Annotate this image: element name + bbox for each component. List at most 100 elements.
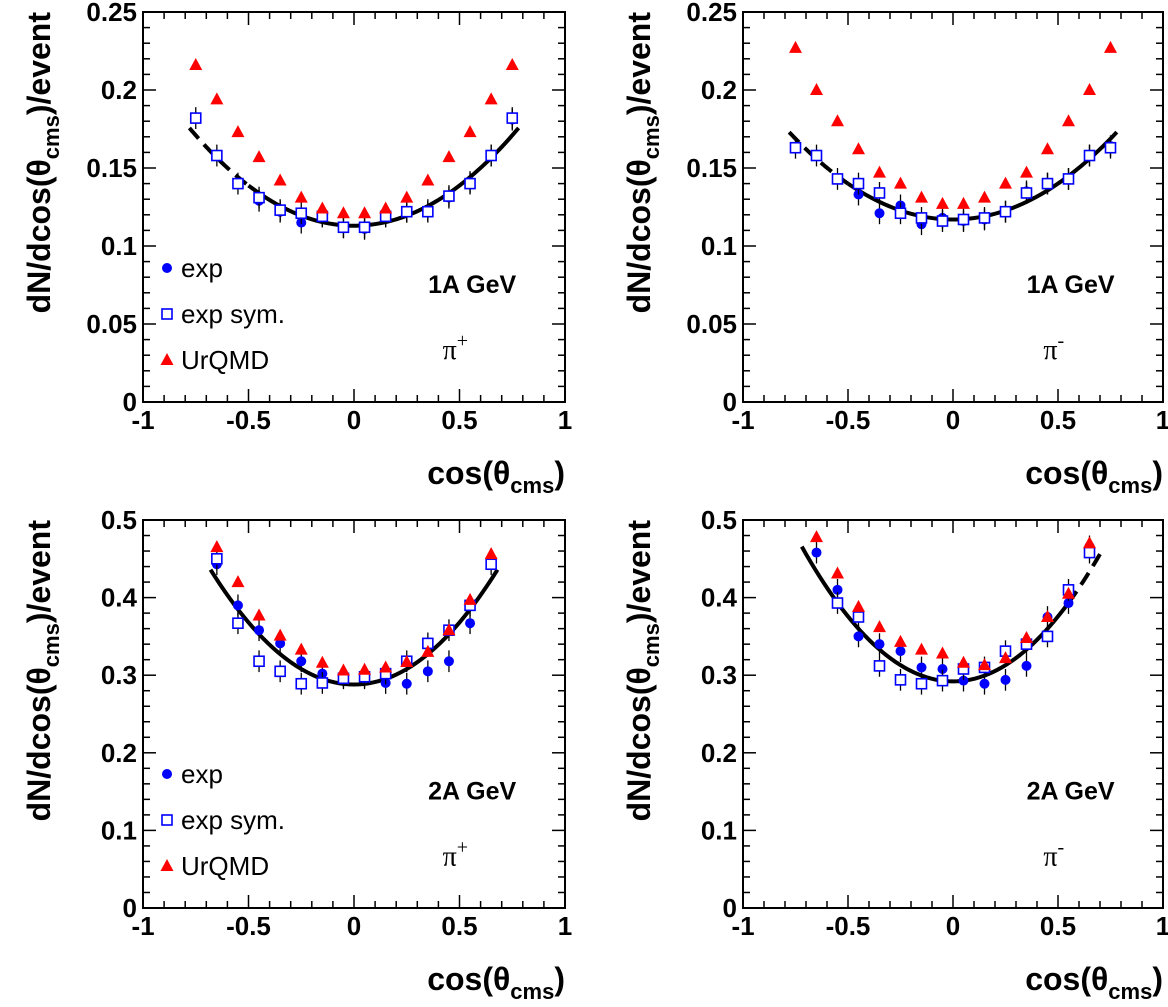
particle-label: π- xyxy=(1043,836,1064,872)
x-tick-label: -1 xyxy=(131,405,154,435)
exp-sym-point xyxy=(400,205,413,218)
urqmd-point xyxy=(1104,40,1117,53)
y-tick-label: 0 xyxy=(123,893,137,923)
legend-label: exp xyxy=(181,759,223,789)
urqmd-point xyxy=(273,628,287,641)
urqmd-point xyxy=(894,176,907,189)
urqmd-point xyxy=(957,655,970,668)
y-tick-label: 0.2 xyxy=(101,738,137,768)
exp-sym-point xyxy=(1041,177,1054,190)
urqmd-point xyxy=(463,592,477,605)
exp-sym-point xyxy=(810,149,823,162)
exp-point xyxy=(401,678,412,689)
x-tick-label: 1 xyxy=(1156,405,1168,435)
y-tick-label: 0 xyxy=(723,893,737,923)
exp-sym-point xyxy=(915,677,928,690)
exp-sym-point xyxy=(978,212,991,224)
urqmd-point xyxy=(315,201,329,214)
legend-label: UrQMD xyxy=(181,345,269,375)
urqmd-point xyxy=(873,165,886,178)
y-tick-label: 0.25 xyxy=(86,0,137,27)
x-tick-label: -0.5 xyxy=(226,405,271,435)
exp-point xyxy=(895,646,906,657)
urqmd-point xyxy=(252,608,266,621)
y-tick-label: 0.3 xyxy=(101,660,137,690)
exp-sym-point xyxy=(831,597,844,609)
exp-sym-point xyxy=(936,674,949,687)
urqmd-point xyxy=(936,646,949,659)
urqmd-point xyxy=(231,575,245,588)
y-tick-label: 0 xyxy=(723,387,737,417)
exp-point xyxy=(874,208,885,219)
exp-sym-point xyxy=(358,221,371,234)
panel-1a-gev-pi-plus: -1 -0.5 0 0.5 1 0 0.05 0.1 0.15 0.2 0.25 cos(θcms) d… xyxy=(21,0,572,498)
exp-sym-point xyxy=(894,674,907,686)
urqmd-point xyxy=(1020,165,1033,178)
exp-sym-point xyxy=(915,212,928,224)
urqmd-point xyxy=(358,662,372,675)
exp-point xyxy=(275,638,286,649)
x-tick-label: -0.5 xyxy=(826,405,871,435)
urqmd-point xyxy=(463,125,477,138)
y-tick-label: 0.4 xyxy=(101,583,138,613)
urqmd-point xyxy=(831,114,844,127)
urqmd-point xyxy=(873,620,886,633)
legend: exp exp sym. UrQMD xyxy=(160,759,285,881)
urqmd-point xyxy=(210,540,224,553)
urqmd-point xyxy=(915,190,928,203)
x-axis-title: cos(θcms) xyxy=(427,455,565,498)
urqmd-point xyxy=(1041,142,1054,155)
exp-sym-point xyxy=(443,190,455,202)
plot-frame xyxy=(142,519,566,909)
exp-point xyxy=(232,600,243,611)
y-tick-label: 0.1 xyxy=(701,815,737,845)
exp-point xyxy=(937,663,948,674)
exp-sym-point xyxy=(852,177,865,190)
y-tick-label: 0.15 xyxy=(686,153,737,183)
exp-point xyxy=(1063,598,1074,609)
exp-sym-point xyxy=(274,204,286,216)
urqmd-point xyxy=(789,40,802,53)
x-axis-title: cos(θcms) xyxy=(1025,961,1163,1004)
urqmd-point xyxy=(894,634,907,647)
urqmd-point xyxy=(936,196,949,209)
urqmd-point xyxy=(810,530,823,543)
urqmd-point xyxy=(915,642,928,655)
urqmd-point xyxy=(442,150,456,163)
panel-2a-gev-pi-plus: -1 -0.5 0 0.5 1 0 0.1 0.2 0.3 0.4 0.5 cos(θcms) dN/d… xyxy=(21,505,572,1004)
exp-sym-point xyxy=(485,149,497,162)
exp-sym-point xyxy=(957,213,970,226)
urqmd-point xyxy=(1020,630,1033,643)
exp-point xyxy=(465,618,476,629)
x-tick-label: 0 xyxy=(946,405,960,435)
exp-sym-point xyxy=(464,177,476,190)
legend-marker-exp-sym xyxy=(161,814,173,826)
exp-sym-point xyxy=(485,558,497,571)
fit-curve xyxy=(247,126,521,228)
urqmd-point xyxy=(273,173,287,186)
y-tick-label: 0.2 xyxy=(101,75,137,105)
y-axis-title: dN/dcos(θcms)/event xyxy=(21,12,64,314)
plot-frame xyxy=(142,11,566,403)
exp-point xyxy=(979,678,990,689)
exp-point xyxy=(853,631,864,642)
exp-point xyxy=(874,639,885,650)
exp-point xyxy=(916,662,927,673)
urqmd-point xyxy=(852,142,865,155)
y-tick-label: 0.1 xyxy=(101,815,137,845)
urqmd-point xyxy=(379,660,393,673)
urqmd-point xyxy=(379,201,393,214)
exp-sym-point xyxy=(1083,546,1096,559)
x-tick-label: 1 xyxy=(558,911,572,941)
urqmd-point xyxy=(231,125,245,138)
urqmd-point xyxy=(1062,114,1075,127)
exp-sym-point xyxy=(873,660,886,672)
exp-sym-point xyxy=(295,207,308,220)
urqmd-point xyxy=(1083,536,1096,549)
exp-point xyxy=(296,656,307,667)
x-tick-label: 0 xyxy=(946,911,960,941)
particle-label: π+ xyxy=(443,330,468,366)
energy-label: 1A GeV xyxy=(428,271,516,299)
exp-point xyxy=(811,547,822,558)
exp-sym-point xyxy=(316,677,329,689)
